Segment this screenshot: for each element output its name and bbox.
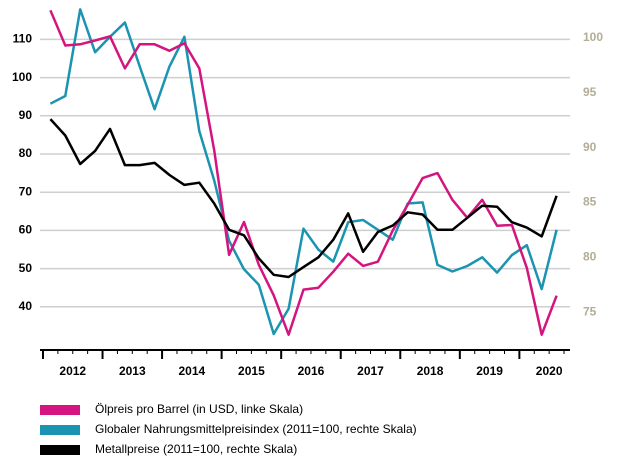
x-tick-label: 2016 — [298, 364, 325, 378]
y-tick-label: 40 — [19, 299, 33, 313]
x-tick-label: 2019 — [476, 364, 503, 378]
y-tick-label: 50 — [19, 261, 33, 275]
legend-label: Ölpreis pro Barrel (in USD, linke Skala) — [95, 402, 303, 416]
y-tick-label: 100 — [12, 70, 32, 84]
legend-swatch — [40, 445, 80, 455]
y2-tick-label: 100 — [583, 30, 603, 44]
x-tick-label: 2017 — [357, 364, 384, 378]
x-tick-label: 2013 — [119, 364, 146, 378]
y-tick-label: 90 — [19, 108, 33, 122]
y2-tick-label: 95 — [583, 85, 597, 99]
y2-tick-label: 90 — [583, 140, 597, 154]
x-tick-label: 2020 — [536, 364, 563, 378]
series-line — [49, 9, 558, 336]
y-tick-label: 80 — [19, 146, 33, 160]
x-tick-label: 2018 — [417, 364, 444, 378]
x-tick-label: 2014 — [179, 364, 206, 378]
y2-tick-label: 80 — [583, 249, 597, 263]
y-tick-label: 60 — [19, 223, 33, 237]
x-tick-label: 2015 — [238, 364, 265, 378]
legend-label: Metallpreise (2011=100, rechte Skala) — [95, 442, 297, 456]
y2-tick-label: 85 — [583, 195, 597, 209]
legend-label: Globaler Nahrungsmittelpreisindex (2011=… — [95, 422, 417, 436]
y-tick-label: 70 — [19, 184, 33, 198]
series-line — [49, 118, 558, 279]
x-tick-label: 2012 — [59, 364, 86, 378]
y-tick-label: 110 — [13, 32, 33, 46]
series-line — [49, 8, 558, 336]
y2-tick-label: 75 — [583, 304, 597, 318]
legend-swatch — [40, 425, 80, 435]
legend-swatch — [40, 405, 80, 415]
